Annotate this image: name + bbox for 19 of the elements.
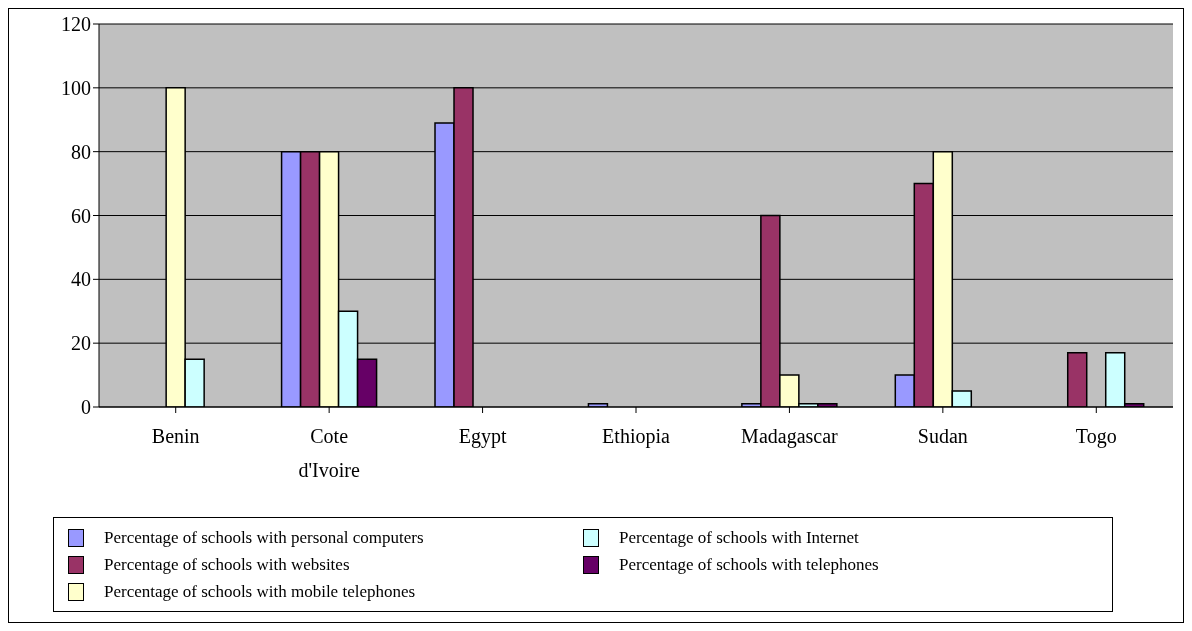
x-tick-label: Cote d'Ivoire [298,425,360,481]
legend-label: Percentage of schools with websites [104,554,350,575]
y-tick-label: 60 [71,204,91,227]
x-tick-label: Togo [1075,425,1117,448]
y-tick-label: 40 [71,268,91,291]
y-tick-label: 120 [61,13,91,36]
x-tick-label: Benin [151,425,200,447]
legend-label: Percentage of schools with telephones [619,554,879,575]
legend-label: Percentage of schools with personal computers [104,527,424,548]
legend-label: Percentage of schools with Internet [619,527,859,548]
y-tick-label: 0 [81,396,91,419]
x-tick-label: Sudan [917,425,968,447]
y-tick-label: 80 [71,140,91,163]
x-tick-label: Ethiopia [602,425,670,448]
x-tick-label: Madagascar [741,425,839,448]
y-tick-label: 20 [71,332,91,355]
y-tick-label: 100 [61,76,91,99]
x-tick-label: Egypt [458,425,507,448]
legend-label: Percentage of schools with mobile telephones [104,581,416,602]
